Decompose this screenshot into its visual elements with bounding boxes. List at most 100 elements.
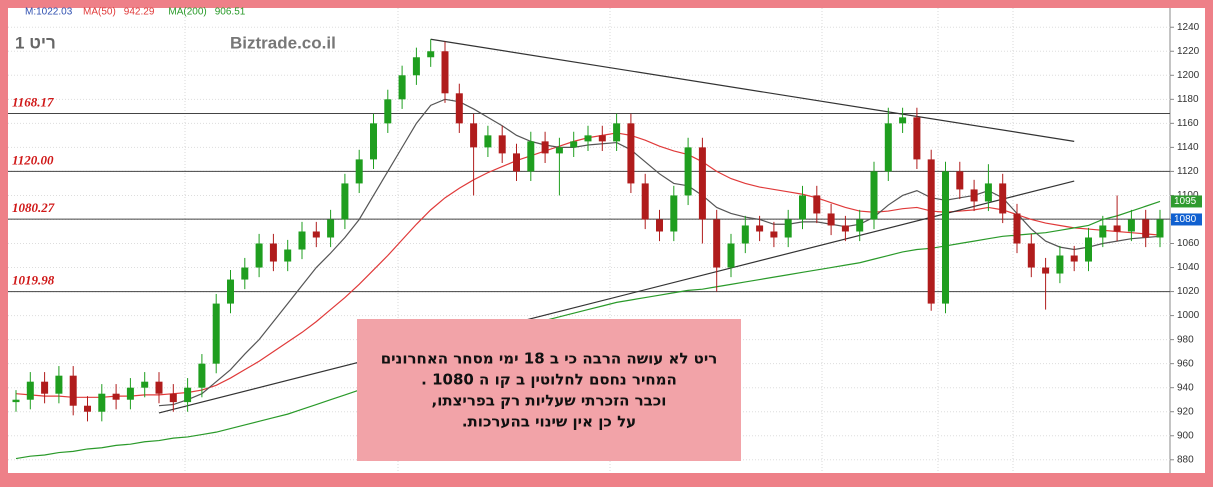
candle-body [126, 387, 134, 400]
candle-body [670, 195, 678, 232]
candle-body [584, 135, 592, 142]
y-tick-label: 1140 [1177, 142, 1199, 153]
candle-body [298, 231, 306, 250]
y-tick-label: 1180 [1177, 94, 1199, 105]
y-tick-label: 900 [1177, 430, 1194, 441]
candle-body [956, 171, 964, 190]
y-tick-label: 1060 [1177, 238, 1200, 249]
candle-body [141, 381, 149, 388]
y-tick-label: 1160 [1177, 118, 1199, 129]
candle-body [284, 249, 292, 262]
candle-body [12, 399, 20, 403]
ma-line [15, 200, 1161, 460]
watermark: Biztrade.co.il [230, 33, 336, 52]
price-tag-label: 1095 [1174, 196, 1197, 207]
candle-body [198, 363, 206, 388]
y-tick-label: 940 [1177, 382, 1194, 393]
level-label: 1019.98 [12, 273, 55, 288]
candle-body [212, 303, 220, 364]
candle-body [970, 189, 978, 202]
legend-value: 942.29 [124, 7, 155, 18]
candle-body [455, 93, 463, 124]
candle-body [684, 147, 692, 196]
candle-body [870, 171, 878, 220]
y-tick-label: 1220 [1177, 46, 1200, 57]
candle-body [312, 231, 320, 238]
candle-body [1013, 213, 1021, 244]
level-label: 1168.17 [12, 95, 54, 110]
y-tick-label: 1040 [1177, 262, 1200, 273]
candle-body [1056, 255, 1064, 274]
y-tick-label: 1200 [1177, 70, 1200, 81]
annotation-text: וכבר הזכרתי שעליות רק בפריצתו, [432, 392, 667, 410]
candle-body [627, 123, 635, 184]
annotation-box [357, 319, 741, 461]
level-label: 1120.00 [12, 152, 54, 167]
candle-body [355, 159, 363, 184]
candle-body [41, 381, 49, 394]
y-tick-label: 880 [1177, 454, 1194, 465]
candle-body [598, 135, 606, 142]
candle-body [327, 219, 335, 238]
y-tick-label: 1000 [1177, 310, 1200, 321]
candle-body [899, 117, 907, 124]
candle-body [784, 219, 792, 238]
y-tick-label: 1240 [1177, 22, 1200, 33]
candle-body [69, 375, 77, 406]
candle-body [370, 123, 377, 160]
candle-body [927, 159, 935, 304]
candle-body [1099, 225, 1107, 238]
candle-body [1042, 267, 1050, 274]
candle-body [741, 225, 749, 244]
candle-body [384, 99, 392, 124]
annotation-text: המחיר נחסם לחלוטין ב קו ה 1080 . [421, 371, 677, 389]
candle-body [1027, 243, 1035, 268]
price-tag-label: 1080 [1174, 214, 1197, 225]
trend-line [158, 180, 1075, 414]
candle-body [227, 279, 234, 304]
candle-body [169, 393, 177, 403]
candle-body [856, 219, 864, 232]
y-tick-label: 1120 [1177, 166, 1199, 177]
candle-body [55, 375, 63, 394]
candle-body [570, 141, 578, 148]
candle-body [884, 123, 892, 172]
candle-body [112, 393, 120, 400]
legend-name: MA(200) [168, 7, 206, 18]
chart-title: ריט 1 [15, 33, 56, 52]
level-label: 1080.27 [12, 200, 55, 215]
candle-body [727, 243, 735, 268]
candle-body [641, 183, 649, 220]
price-tag [1171, 195, 1202, 208]
trend-line [430, 38, 1075, 142]
candle-body [513, 153, 520, 172]
candle-body [799, 195, 806, 220]
candle-body [555, 147, 563, 154]
candle-body [813, 195, 821, 214]
candle-body [427, 51, 435, 58]
annotation-text: על כן אין שינוי בהערכות. [462, 413, 636, 431]
candle-body [1142, 219, 1150, 238]
candle-body [441, 51, 449, 94]
candle-body [98, 393, 106, 412]
candle-body [527, 141, 535, 172]
candle-body [341, 183, 349, 220]
candle-body [255, 243, 263, 268]
candle-body [1113, 225, 1121, 232]
candle-body [841, 225, 849, 232]
ma-line [158, 98, 1161, 407]
candle-body [26, 381, 34, 400]
candle-body [827, 213, 835, 226]
candle-body [412, 57, 420, 76]
candle-body [1085, 237, 1092, 262]
candle-body [498, 135, 506, 154]
candle-body [756, 225, 764, 232]
candle-body [269, 243, 277, 262]
candle-body [470, 123, 478, 148]
y-tick-label: 960 [1177, 358, 1194, 369]
cursor-label: M:1022.03 [25, 7, 73, 18]
candle-body [184, 387, 192, 403]
y-tick-label: 1020 [1177, 286, 1200, 297]
